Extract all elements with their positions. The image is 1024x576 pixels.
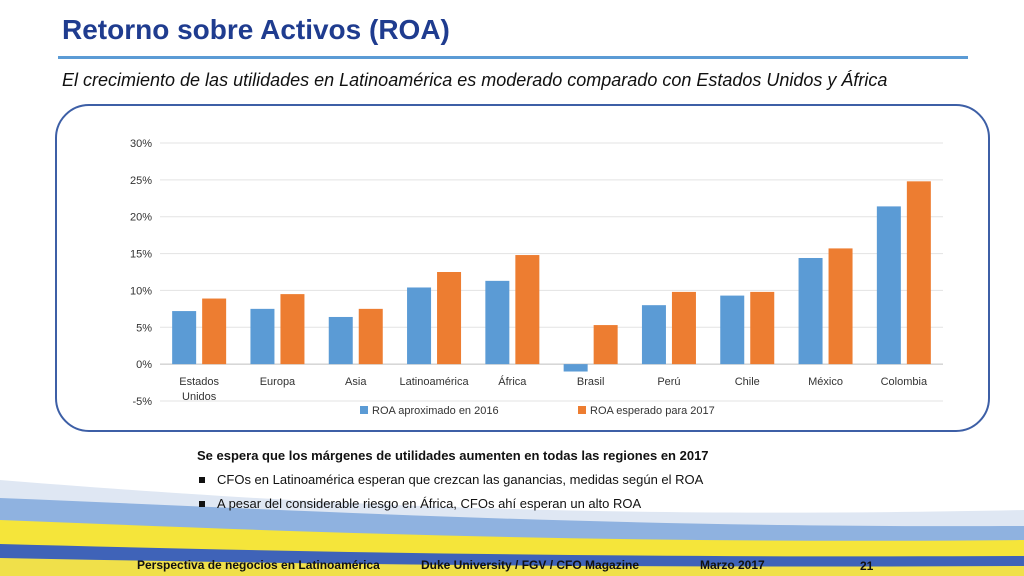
bar-2017: [358, 308, 383, 365]
note-text: CFOs en Latinoamérica esperan que crezca…: [217, 472, 704, 487]
chart-frame: [55, 104, 990, 432]
bullet-square-icon: [199, 501, 205, 507]
bar-2016: [798, 257, 823, 365]
list-item: CFOs en Latinoamérica esperan que crezca…: [197, 468, 709, 492]
title-underline: [58, 56, 968, 59]
x-tick-label: Chile: [735, 376, 760, 388]
notes-block: Se espera que los márgenes de utilidades…: [197, 444, 709, 516]
bar-2016: [485, 280, 510, 365]
bar-2017: [750, 291, 775, 365]
y-tick-label: 15%: [130, 249, 152, 261]
notes-heading: Se espera que los márgenes de utilidades…: [197, 448, 709, 463]
legend-swatch: [578, 406, 586, 414]
bar-2016: [720, 295, 745, 365]
x-tick-label: Latinoamérica: [400, 376, 470, 388]
legend-label: ROA aproximado en 2016: [372, 405, 499, 417]
footer-date: Marzo 2017: [700, 558, 765, 572]
bar-2017: [593, 325, 618, 365]
bullet-square-icon: [199, 477, 205, 483]
bar-2017: [515, 255, 540, 365]
slide-subtitle: El crecimiento de las utilidades en Lati…: [62, 70, 888, 90]
x-tick-label: Colombia: [881, 376, 928, 388]
bar-2016: [641, 305, 666, 365]
footer-title: Perspectiva de negocios en Latinoamérica: [137, 558, 380, 572]
bar-2017: [437, 272, 462, 365]
slide-title: Retorno sobre Activos (ROA): [62, 14, 450, 45]
y-tick-label: -5%: [132, 396, 152, 408]
y-tick-label: 25%: [130, 175, 152, 187]
x-tick-label: Asia: [345, 376, 367, 388]
bar-2017: [280, 294, 305, 365]
legend-label: ROA esperado para 2017: [590, 405, 715, 417]
y-tick-label: 5%: [136, 322, 152, 334]
x-tick-label: Europa: [260, 376, 296, 388]
x-tick-label: Brasil: [577, 376, 605, 388]
y-tick-label: 10%: [130, 285, 152, 297]
y-tick-label: 20%: [130, 212, 152, 224]
bar-2017: [906, 181, 931, 365]
bar-2017: [828, 248, 853, 365]
bar-2016: [563, 364, 588, 372]
footer-decoration: [0, 480, 1024, 576]
x-tick-label: México: [808, 376, 843, 388]
footer-source: Duke University / FGV / CFO Magazine: [421, 558, 640, 572]
roa-bar-chart: 30% 25% 20% 15% 10% 5% 0% -5% Estados Unidos Europ…: [130, 138, 943, 417]
y-tick-label: 30%: [130, 138, 152, 150]
legend-swatch: [360, 406, 368, 414]
x-tick-label: Perú: [657, 376, 680, 388]
bar-2016: [328, 316, 353, 365]
x-tick-label: Estados Unidos: [179, 376, 219, 403]
page-number: 21: [860, 559, 874, 573]
y-tick-label: 0%: [136, 359, 152, 371]
list-item: A pesar del considerable riesgo en Áfric…: [197, 492, 709, 516]
bar-2017: [202, 298, 227, 365]
x-tick-label: África: [498, 375, 527, 388]
bar-2016: [407, 287, 432, 365]
bar-2016: [250, 308, 275, 365]
bar-2016: [876, 206, 901, 365]
note-text: A pesar del considerable riesgo en Áfric…: [217, 496, 642, 511]
bar-2017: [671, 291, 696, 365]
bar-2016: [172, 311, 197, 365]
